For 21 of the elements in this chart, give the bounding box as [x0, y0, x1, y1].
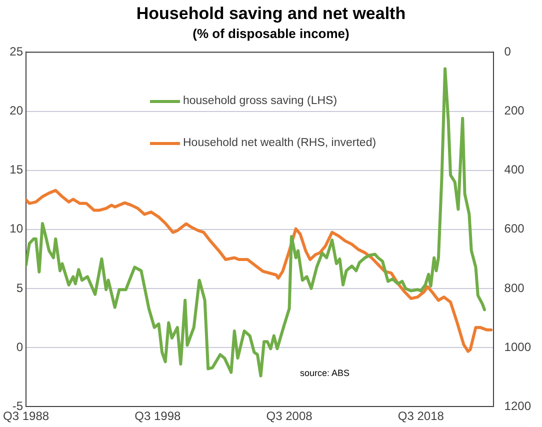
y2-tick-label: 600	[504, 222, 525, 236]
legend-label: household gross saving (LHS)	[183, 95, 338, 107]
x-tick-label: Q3 1998	[134, 409, 181, 424]
x-tick-label: Q3 2008	[266, 409, 313, 424]
y-tick-label: 20	[10, 104, 24, 118]
y-tick-label: 25	[10, 44, 24, 59]
chart-subtitle: (% of disposable income)	[192, 26, 350, 41]
y2-tick-label: 0	[504, 44, 512, 59]
legend-label: Household net wealth (RHS, inverted)	[183, 137, 376, 149]
y2-tick-label: 800	[504, 280, 525, 295]
y-tick-label: 0	[16, 340, 24, 354]
annotation: source: ABS	[300, 368, 350, 378]
y2-tick-label: 1200	[504, 398, 532, 413]
y-tick-label: 15	[10, 162, 24, 177]
y2-tick-label: 1000	[504, 340, 532, 354]
y2-tick-label: 400	[504, 162, 525, 177]
y2-tick-label: 200	[504, 104, 525, 118]
chart-title: Household saving and net wealth	[135, 4, 407, 24]
x-tick-label: Q3 2018	[398, 409, 444, 424]
y-tick-label: 5	[16, 280, 24, 295]
y-tick-label: 10	[10, 222, 24, 236]
